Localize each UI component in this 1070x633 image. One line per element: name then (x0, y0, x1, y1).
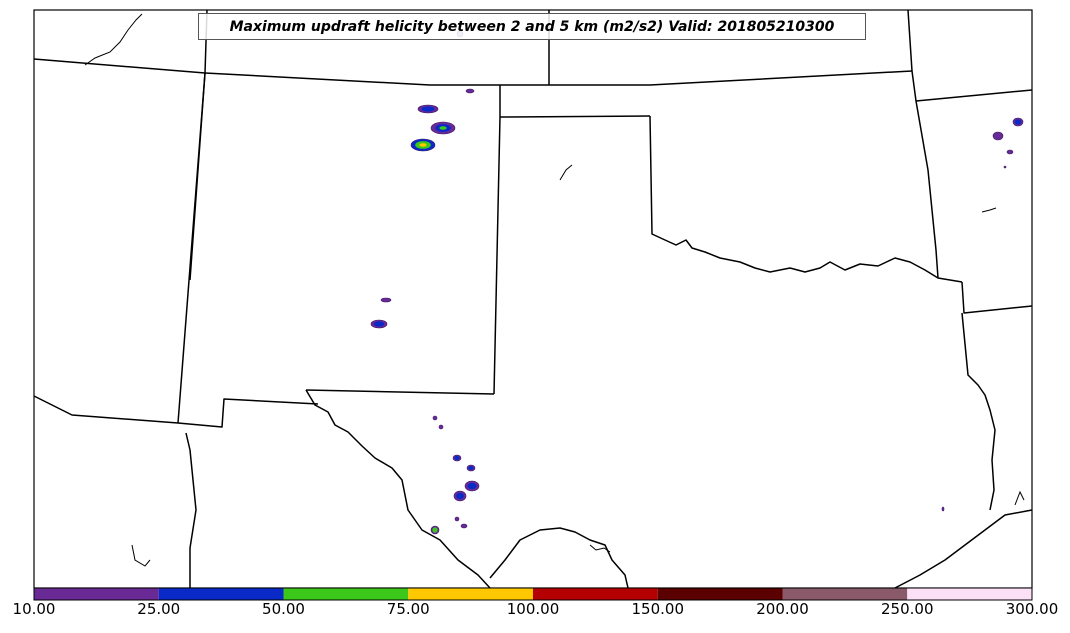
lake-missouri (981, 207, 997, 213)
colorado-north-border (204, 72, 549, 86)
colorbar-tick-label: 75.00 (386, 600, 430, 618)
kansas-nebraska-border (549, 70, 913, 86)
helicity-cell (465, 88, 475, 94)
helicity-cell (432, 415, 438, 421)
colorbar-tick-label: 50.00 (262, 600, 305, 618)
kansas-oklahoma-border (499, 115, 651, 118)
helicity-cell (421, 106, 435, 112)
helicity-cell (992, 131, 1004, 141)
helicity-cell (1003, 165, 1007, 169)
gulf-coast (894, 509, 1033, 589)
texas-louisiana-border (961, 312, 996, 511)
map-frame (33, 9, 1033, 589)
helicity-cell (468, 466, 474, 470)
arkansas-west-border (961, 281, 1033, 314)
missouri-river-border (907, 9, 939, 279)
new-mexico-south-border (177, 398, 319, 428)
colorbar-tick-label: 25.00 (137, 600, 181, 618)
colorbar-bin (158, 588, 284, 600)
colorbar (33, 587, 1033, 601)
helicity-cell (1014, 119, 1022, 125)
helicity-cell (380, 297, 392, 303)
red-river-border (649, 115, 963, 283)
helicity-cell (419, 143, 427, 147)
helicity-cell (1006, 149, 1014, 155)
helicity-cell (373, 321, 385, 327)
coastline-and-lakes (84, 13, 1025, 567)
colorbar-bin (657, 588, 783, 600)
gulf-of-california-edge (131, 544, 151, 567)
great-salt-lake (84, 13, 143, 66)
colorbar-bin (907, 588, 1032, 600)
colorbar-tick-label: 300.00 (1005, 600, 1059, 618)
updraft-helicity-cells (370, 30, 1024, 535)
new-mexico-east-border (493, 116, 501, 395)
colorbar-bin (533, 588, 658, 600)
map-title: Maximum updraft helicity between 2 and 5… (198, 13, 866, 40)
utah-wyoming-border (33, 58, 206, 74)
colorbar-bin (34, 588, 159, 600)
texas-panhandle-bottom (305, 389, 495, 395)
rio-grande-lower (489, 527, 629, 589)
helicity-cell (438, 424, 444, 430)
helicity-cell (467, 482, 477, 490)
lake-oklahoma (559, 164, 573, 181)
helicity-cell (454, 456, 460, 460)
colorbar-tick-label: 100.00 (506, 600, 560, 618)
sabine-inlet (1014, 490, 1025, 506)
helicity-cell (439, 126, 447, 130)
colorbar-tick-label: 150.00 (631, 600, 685, 618)
colorbar-outline (33, 587, 1033, 601)
colorbar-tick-label: 200.00 (756, 600, 809, 618)
helicity-cell (456, 492, 464, 500)
colorbar-bin (782, 588, 908, 600)
iowa-missouri-border (915, 89, 1033, 102)
colorbar-bin (283, 588, 409, 600)
colorado-new-mexico-border (189, 72, 206, 281)
helicity-cell (432, 527, 438, 533)
colorbar-tick-label: 10.00 (12, 600, 56, 618)
arizona-north-border (33, 395, 179, 424)
helicity-cell (941, 506, 945, 512)
colorbar-bin (408, 588, 533, 600)
arizona-mexico-border (185, 432, 197, 588)
helicity-cell (460, 523, 468, 529)
rio-grande-border (305, 389, 491, 589)
helicity-cell (454, 516, 460, 522)
colorbar-tick-label: 250.00 (881, 600, 934, 618)
rio-grande-loop (589, 544, 611, 553)
